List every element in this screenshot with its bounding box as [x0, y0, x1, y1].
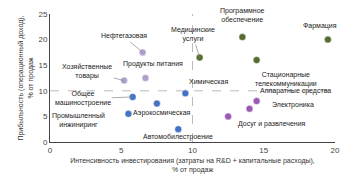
svg-text:Программноеобеспечение: Программноеобеспечение: [220, 7, 265, 23]
svg-text:Общеемашиностроение: Общеемашиностроение: [55, 90, 111, 107]
svg-text:Стационарныетелекоммуникации: Стационарныетелекоммуникации: [255, 71, 317, 88]
svg-text:Продукты питания: Продукты питания: [123, 60, 183, 68]
svg-text:Автомобилестроение: Автомобилестроение: [143, 133, 213, 141]
svg-text:Фармация: Фармация: [303, 22, 337, 30]
svg-text:15: 15: [259, 146, 268, 155]
svg-text:Промышленныйинжиниринг: Промышленныйинжиниринг: [52, 112, 105, 129]
svg-text:10: 10: [38, 87, 47, 96]
svg-text:15: 15: [38, 61, 47, 70]
svg-text:0: 0: [43, 138, 48, 147]
svg-text:5: 5: [43, 112, 48, 121]
svg-text:Прибыльность (операционный дох: Прибыльность (операционный доход),% от п…: [17, 15, 34, 140]
svg-text:25: 25: [38, 10, 47, 19]
svg-text:Химическая: Химическая: [189, 78, 228, 85]
svg-text:10: 10: [188, 146, 197, 155]
svg-text:0: 0: [48, 146, 53, 155]
svg-text:Нефтегазовая: Нефтегазовая: [101, 32, 147, 40]
svg-text:Аэрокосмическая: Аэрокосмическая: [133, 109, 191, 117]
svg-text:5: 5: [119, 146, 124, 155]
svg-text:Медицинскиеуслуги: Медицинскиеуслуги: [171, 26, 215, 43]
svg-text:Досуг и развлечения: Досуг и развлечения: [238, 120, 306, 128]
svg-text:Хозяйственныетовары: Хозяйственныетовары: [62, 63, 112, 80]
svg-text:Электроника: Электроника: [272, 101, 314, 109]
svg-text:Аппаратные средства: Аппаратные средства: [260, 87, 331, 95]
svg-text:20: 20: [331, 146, 340, 155]
svg-text:Интенсивность инвестирования (: Интенсивность инвестирования (затраты на…: [70, 157, 315, 174]
svg-text:20: 20: [38, 35, 47, 44]
